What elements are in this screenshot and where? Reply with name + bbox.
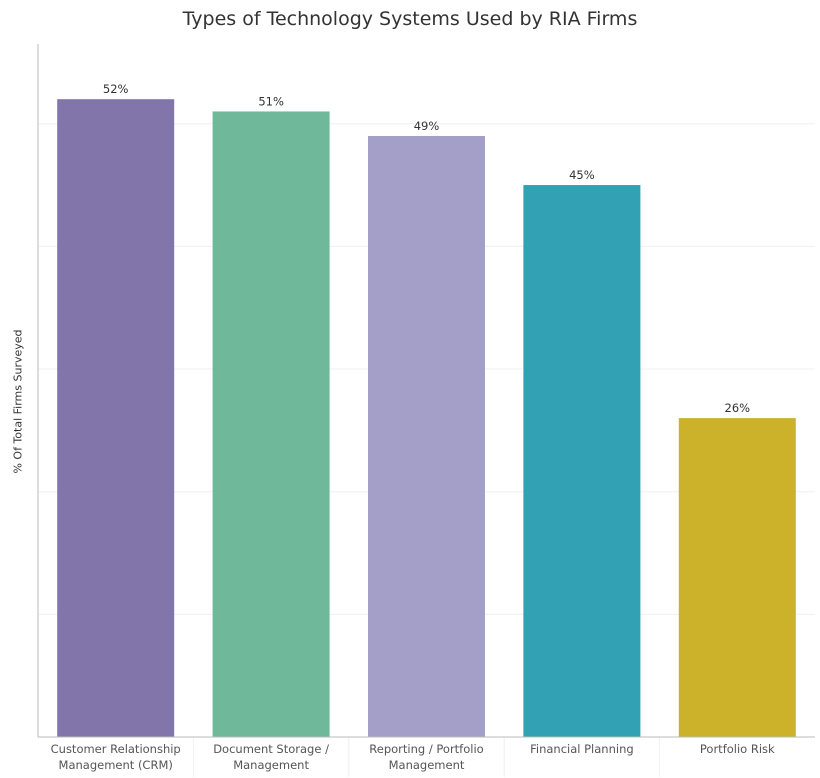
data-label: 49% — [414, 119, 440, 133]
x-tick-label: Management — [233, 758, 309, 772]
x-tick-label: Document Storage / — [213, 742, 329, 756]
x-tick-label: Reporting / Portfolio — [369, 742, 483, 756]
bar — [212, 111, 330, 737]
x-tick-label: Management — [389, 758, 465, 772]
x-tick-label: Customer Relationship — [51, 742, 181, 756]
bar — [57, 99, 175, 737]
x-tick-label: Portfolio Risk — [700, 742, 775, 756]
data-label: 52% — [103, 82, 129, 96]
data-label: 51% — [258, 94, 284, 108]
bar — [523, 185, 641, 737]
x-tick-label: Management (CRM) — [59, 758, 173, 772]
data-label: 26% — [725, 401, 751, 415]
data-label: 45% — [569, 168, 595, 182]
chart-title: Types of Technology Systems Used by RIA … — [182, 8, 638, 30]
bar — [368, 135, 485, 737]
x-tick-label: Financial Planning — [530, 742, 634, 756]
bar — [678, 418, 796, 737]
